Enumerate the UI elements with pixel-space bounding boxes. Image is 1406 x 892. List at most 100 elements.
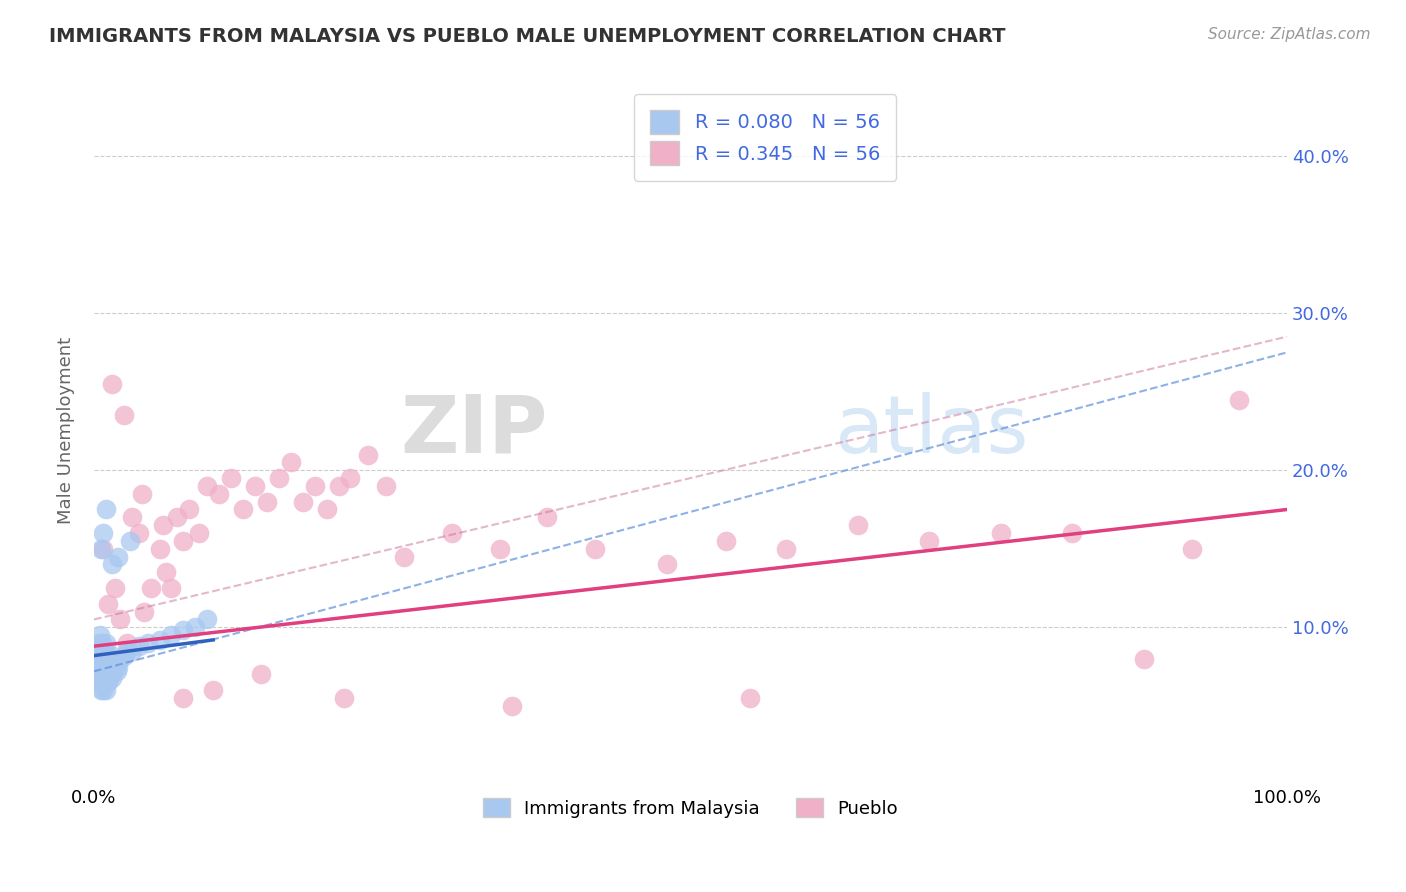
Point [93,675,115,690]
Point [172,691,194,706]
Point [101,648,124,663]
Point [775,541,797,556]
Point [100,652,122,666]
Point [488,541,510,556]
Point [128,526,150,541]
Point [93,541,115,556]
Point [93,683,115,698]
Text: atlas: atlas [834,392,1028,470]
Point [195,612,218,626]
Point [90,644,112,658]
Point [121,510,143,524]
Point [918,533,941,548]
Point [93,659,115,673]
Point [108,652,131,666]
Point [101,655,124,669]
Point [117,636,139,650]
Point [357,448,380,462]
Point [392,549,415,564]
Point [107,549,129,564]
Point [339,471,361,485]
Point [219,471,242,485]
Point [232,502,254,516]
Point [166,510,188,524]
Y-axis label: Male Unemployment: Male Unemployment [58,337,75,524]
Point [93,667,115,681]
Point [103,659,125,673]
Point [132,605,155,619]
Point [86,652,108,666]
Point [990,526,1012,541]
Point [98,655,121,669]
Point [740,691,762,706]
Point [184,620,207,634]
Point [187,526,209,541]
Point [93,644,115,658]
Point [160,581,183,595]
Point [87,644,110,658]
Point [1062,526,1084,541]
Point [89,628,111,642]
Text: Source: ZipAtlas.com: Source: ZipAtlas.com [1208,27,1371,42]
Text: ZIP: ZIP [401,392,547,470]
Point [267,471,290,485]
Point [112,648,135,663]
Point [91,636,114,650]
Point [100,667,122,681]
Point [243,479,266,493]
Point [1181,541,1204,556]
Point [1227,392,1250,407]
Point [501,698,523,713]
Point [97,659,120,673]
Point [121,644,143,658]
Point [1133,652,1156,666]
Point [536,510,558,524]
Point [256,494,278,508]
Point [148,632,170,647]
Point [136,636,159,650]
Point [846,518,869,533]
Point [94,675,117,690]
Point [105,665,128,679]
Point [128,639,150,653]
Point [91,667,114,681]
Point [655,558,678,572]
Point [333,691,356,706]
Point [101,376,124,391]
Point [104,581,127,595]
Point [94,636,117,650]
Point [89,667,111,681]
Point [179,502,201,516]
Point [101,671,124,685]
Point [716,533,738,548]
Point [583,541,606,556]
Point [91,652,114,666]
Point [172,533,194,548]
Point [375,479,398,493]
Point [250,667,273,681]
Point [98,671,121,685]
Point [94,659,117,673]
Point [90,683,112,698]
Point [87,636,110,650]
Point [104,655,127,669]
Point [112,408,135,422]
Point [91,675,114,690]
Point [172,624,194,638]
Point [195,479,218,493]
Point [89,675,111,690]
Point [101,665,124,679]
Point [101,558,124,572]
Text: IMMIGRANTS FROM MALAYSIA VS PUEBLO MALE UNEMPLOYMENT CORRELATION CHART: IMMIGRANTS FROM MALAYSIA VS PUEBLO MALE … [49,27,1005,45]
Point [94,502,117,516]
Point [117,644,139,658]
Point [208,487,231,501]
Point [90,541,112,556]
Point [108,612,131,626]
Point [160,628,183,642]
Point [440,526,463,541]
Point [97,597,120,611]
Point [315,502,337,516]
Point [155,566,177,580]
Legend: Immigrants from Malaysia, Pueblo: Immigrants from Malaysia, Pueblo [475,791,905,825]
